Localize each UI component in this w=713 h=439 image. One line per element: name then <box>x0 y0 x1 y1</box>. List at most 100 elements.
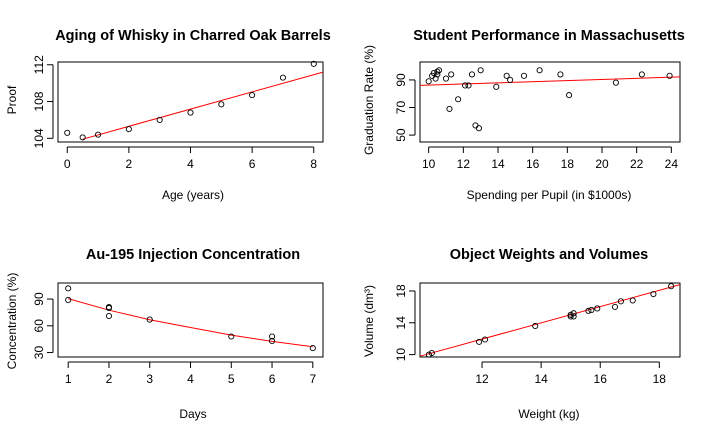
data-point <box>448 71 455 78</box>
data-point <box>65 296 72 303</box>
data-point <box>532 322 539 330</box>
x-tick-label: 24 <box>665 157 679 171</box>
plot-frame <box>57 282 324 358</box>
data-point <box>588 307 595 314</box>
data-point <box>268 333 276 340</box>
data-point <box>125 126 132 133</box>
y-axis-label: Volume (dm³) <box>362 285 376 357</box>
fitted-curve <box>68 298 313 348</box>
chart-title: Aging of Whisky in Charred Oak Barrels <box>55 28 331 44</box>
data-point <box>446 105 453 112</box>
x-tick-label: 5 <box>228 372 235 386</box>
data-point <box>617 298 624 305</box>
data-point <box>468 71 476 78</box>
data-point <box>430 69 437 77</box>
y-tick-label: 70 <box>394 101 408 115</box>
data-point <box>503 72 510 79</box>
data-point <box>64 129 71 136</box>
data-point <box>477 67 484 74</box>
data-point <box>570 313 577 320</box>
y-tick-label: 10 <box>394 348 408 362</box>
data-point <box>105 312 113 320</box>
x-tick-label: 8 <box>310 157 317 171</box>
data-point <box>462 82 469 89</box>
x-tick-label: 12 <box>457 157 471 171</box>
data-point <box>666 72 673 79</box>
chart-panel-whisky-aging: Aging of Whisky in Charred Oak Barrels A… <box>5 28 331 202</box>
data-point <box>187 109 194 116</box>
y-tick-label: 14 <box>394 316 408 330</box>
data-point <box>650 291 657 298</box>
data-point <box>146 316 153 323</box>
data-point <box>442 75 450 82</box>
x-tick-label: 4 <box>187 157 194 171</box>
data-point <box>309 345 316 352</box>
x-tick-label: 20 <box>595 157 609 171</box>
chart-panel-student-performance: Student Performance in Massachusetts Spe… <box>362 28 685 202</box>
y-axis-label: Graduation Rate (%) <box>362 45 376 155</box>
data-point <box>79 134 86 141</box>
x-tick-label: 7 <box>309 372 316 386</box>
x-axis-label: Age (years) <box>162 188 224 202</box>
chart-title: Au-195 Injection Concentration <box>86 247 300 263</box>
data-point <box>629 297 636 304</box>
y-tick-label: 50 <box>394 128 408 142</box>
data-point <box>218 101 225 108</box>
x-tick-label: 16 <box>594 372 608 386</box>
regression-line <box>419 284 681 357</box>
data-point <box>476 338 483 345</box>
x-tick-label: 2 <box>126 157 133 171</box>
x-axis-label: Weight (kg) <box>518 407 579 421</box>
data-point <box>434 68 441 75</box>
y-tick-label: 30 <box>32 346 46 360</box>
data-point <box>455 96 462 103</box>
data-point <box>436 67 443 74</box>
chart-panel-object-weights: Object Weights and Volumes Weight (kg) V… <box>362 247 681 421</box>
data-point <box>594 305 601 312</box>
data-point <box>481 336 489 343</box>
data-point <box>570 310 577 317</box>
data-point <box>507 76 514 83</box>
data-point <box>228 333 235 340</box>
data-point <box>310 60 317 67</box>
x-axis-label: Spending per Pupil (in $1000s) <box>467 188 632 202</box>
x-tick-label: 12 <box>475 372 489 386</box>
data-point <box>566 92 573 99</box>
y-axis-label: Proof <box>5 85 19 114</box>
data-point <box>65 285 72 292</box>
x-tick-label: 14 <box>534 372 548 386</box>
y-axis-label: Concentration (%) <box>5 273 19 370</box>
data-point <box>611 303 619 310</box>
data-point <box>493 83 500 90</box>
data-point <box>279 74 286 81</box>
chart-title: Object Weights and Volumes <box>450 247 648 263</box>
plot-frame <box>419 282 681 358</box>
data-point <box>668 283 675 290</box>
data-point <box>428 349 435 357</box>
data-point <box>268 337 276 345</box>
x-tick-label: 6 <box>269 372 276 386</box>
x-tick-label: 6 <box>249 157 256 171</box>
plot-frame <box>57 61 324 143</box>
data-point <box>425 351 432 358</box>
y-tick-label: 112 <box>32 55 46 74</box>
data-point <box>536 67 543 74</box>
y-tick-label: 90 <box>32 292 46 306</box>
x-tick-label: 22 <box>630 157 644 171</box>
y-tick-label: 108 <box>32 91 46 111</box>
x-tick-label: 18 <box>561 157 575 171</box>
data-point <box>638 71 645 78</box>
regression-line <box>82 71 324 140</box>
data-point <box>472 122 479 129</box>
data-point <box>95 131 102 138</box>
x-tick-label: 10 <box>422 157 436 171</box>
data-point <box>105 304 113 312</box>
x-tick-label: 18 <box>653 372 667 386</box>
chart-panel-au195-concentration: Au-195 Injection Concentration Days Conc… <box>5 247 324 421</box>
x-tick-label: 4 <box>187 372 194 386</box>
x-tick-label: 1 <box>65 372 72 386</box>
data-point <box>585 307 592 314</box>
data-point <box>520 72 528 79</box>
y-tick-label: 60 <box>32 319 46 333</box>
data-point <box>475 125 482 132</box>
